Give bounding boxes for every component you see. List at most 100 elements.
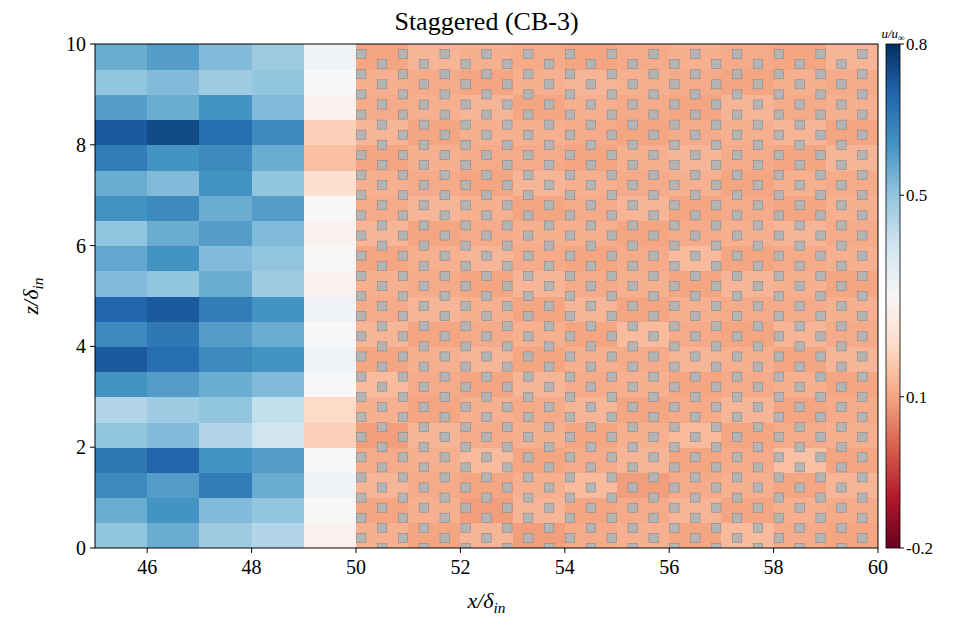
obstacle — [565, 533, 574, 542]
obstacle — [858, 372, 867, 381]
cell — [408, 69, 461, 95]
obstacle — [649, 110, 658, 119]
obstacle — [628, 322, 637, 331]
obstacle — [649, 211, 658, 220]
cell — [95, 397, 148, 423]
obstacle — [357, 332, 366, 341]
cell — [408, 94, 461, 120]
obstacle — [357, 453, 366, 462]
obstacle — [628, 523, 637, 532]
obstacle — [670, 60, 679, 69]
obstacle — [461, 443, 470, 452]
obstacle — [419, 120, 428, 129]
label-main: u/u — [881, 26, 898, 41]
obstacle — [482, 130, 491, 139]
obstacle — [774, 211, 783, 220]
cell — [721, 372, 774, 398]
cell — [513, 472, 566, 498]
obstacle — [732, 352, 741, 361]
obstacle — [795, 261, 804, 270]
obstacle — [586, 483, 595, 492]
obstacle — [774, 533, 783, 542]
cell — [408, 447, 461, 473]
cell — [252, 195, 305, 221]
obstacle — [419, 140, 428, 149]
obstacle — [753, 100, 762, 109]
obstacle — [377, 100, 386, 109]
obstacle — [440, 493, 449, 502]
obstacle — [398, 171, 407, 180]
obstacle — [377, 261, 386, 270]
obstacle — [440, 70, 449, 79]
obstacle — [837, 402, 846, 411]
obstacle — [691, 70, 700, 79]
obstacle — [774, 90, 783, 99]
obstacle — [357, 171, 366, 180]
obstacle — [440, 312, 449, 321]
cell — [408, 372, 461, 398]
y-tick — [90, 447, 95, 448]
cell — [356, 44, 409, 70]
obstacle — [461, 120, 470, 129]
obstacle — [524, 70, 533, 79]
cell — [199, 447, 252, 473]
obstacle — [440, 130, 449, 139]
obstacle — [774, 271, 783, 280]
obstacle — [753, 241, 762, 250]
obstacle — [711, 201, 720, 210]
obstacle — [711, 120, 720, 129]
cell — [304, 69, 357, 95]
obstacle — [795, 402, 804, 411]
colorbar-tick — [900, 396, 904, 397]
cell — [147, 498, 200, 524]
cell — [147, 170, 200, 196]
obstacle — [482, 171, 491, 180]
cell — [199, 94, 252, 120]
label-sub: in — [29, 277, 46, 289]
obstacle — [607, 90, 616, 99]
obstacle — [524, 473, 533, 482]
obstacle — [482, 433, 491, 442]
obstacle — [858, 70, 867, 79]
obstacle — [753, 342, 762, 351]
obstacle — [670, 402, 679, 411]
obstacle — [691, 312, 700, 321]
obstacle — [503, 382, 512, 391]
obstacle — [691, 90, 700, 99]
x-tick-label: 46 — [137, 556, 157, 578]
cell — [408, 170, 461, 196]
obstacle — [440, 271, 449, 280]
obstacle — [482, 231, 491, 240]
label-sub: ∞ — [898, 33, 905, 43]
obstacle — [461, 261, 470, 270]
obstacle — [858, 473, 867, 482]
obstacle — [649, 291, 658, 300]
obstacle — [524, 352, 533, 361]
obstacle — [565, 312, 574, 321]
cell — [721, 422, 774, 448]
cell — [721, 346, 774, 372]
obstacle — [544, 503, 553, 512]
obstacle — [816, 392, 825, 401]
cell — [147, 220, 200, 246]
cell — [669, 44, 722, 70]
obstacle — [482, 251, 491, 260]
cell — [617, 372, 670, 398]
obstacle — [398, 533, 407, 542]
obstacle — [482, 533, 491, 542]
obstacle — [628, 402, 637, 411]
obstacle — [482, 332, 491, 341]
cell — [617, 472, 670, 498]
cell — [199, 246, 252, 272]
obstacle — [607, 171, 616, 180]
cell — [304, 195, 357, 221]
cell — [304, 321, 357, 347]
obstacle — [524, 271, 533, 280]
obstacle — [357, 191, 366, 200]
obstacle — [377, 503, 386, 512]
cell — [721, 170, 774, 196]
obstacle — [440, 332, 449, 341]
cell — [147, 271, 200, 297]
cell — [95, 321, 148, 347]
cell — [617, 44, 670, 70]
